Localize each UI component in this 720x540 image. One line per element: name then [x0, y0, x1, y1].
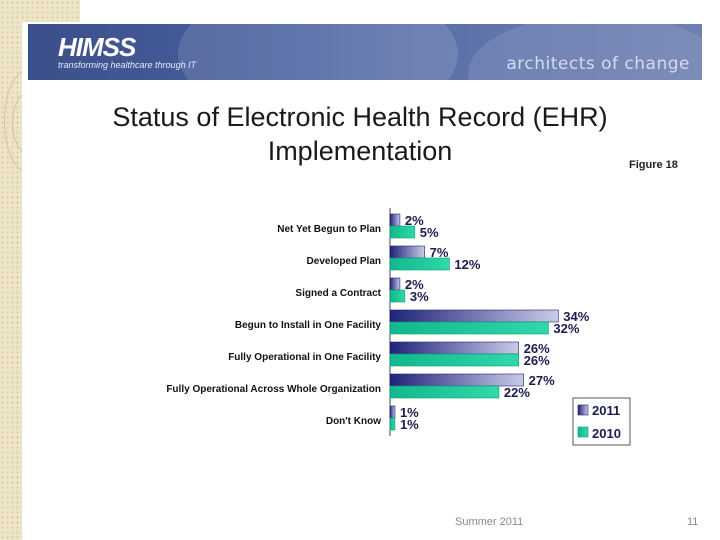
page-number: 11 — [687, 516, 699, 528]
category-label: Net Yet Begun to Plan — [277, 224, 381, 235]
bar-2010 — [389, 289, 406, 303]
slide-title: Status of Electronic Health Record (EHR)… — [112, 102, 608, 166]
bar-2010 — [389, 353, 519, 367]
data-label-2010: 3% — [410, 289, 429, 304]
bar-2011 — [389, 309, 559, 323]
bar-2011 — [389, 245, 425, 259]
bar-2010 — [389, 225, 416, 239]
data-label-2010: 5% — [420, 225, 439, 240]
data-label-2011: 2% — [405, 277, 424, 292]
data-label-2011: 7% — [430, 245, 449, 260]
data-label-2011: 27% — [529, 373, 555, 388]
category-label: Developed Plan — [307, 256, 381, 267]
bar-2011 — [389, 213, 401, 227]
category-label: Fully Operational in One Facility — [228, 352, 381, 363]
legend-swatch-2010 — [577, 426, 589, 438]
data-label-2010: 1% — [400, 417, 419, 432]
banner-slogan: architects of change — [506, 54, 690, 74]
bar-2010 — [389, 385, 500, 399]
data-label-2010: 32% — [553, 321, 579, 336]
legend-swatch-2011 — [577, 404, 589, 416]
logo-tagline: transforming healthcare through IT — [58, 60, 197, 70]
category-label: Signed a Contract — [295, 288, 381, 299]
bar-2011 — [389, 341, 519, 355]
figure-label: Figure 18 — [629, 159, 678, 171]
footer-text: Summer 2011 — [455, 516, 524, 528]
data-label-2011: 2% — [405, 213, 424, 228]
bar-2011 — [389, 405, 396, 419]
header-banner — [28, 24, 702, 80]
bar-2011 — [389, 277, 401, 291]
data-label-2010: 26% — [524, 353, 550, 368]
data-label-2010: 22% — [504, 385, 530, 400]
data-label-2011: 26% — [524, 341, 550, 356]
data-label-2011: 1% — [400, 405, 419, 420]
category-label: Don't Know — [326, 416, 381, 427]
category-label: Fully Operational Across Whole Organizat… — [166, 384, 381, 395]
legend-label-2011: 2011 — [592, 403, 620, 418]
category-label: Begun to Install in One Facility — [235, 320, 382, 331]
data-label-2010: 12% — [454, 257, 480, 272]
bar-2010 — [389, 321, 549, 335]
legend-label-2010: 2010 — [592, 426, 621, 441]
data-label-2011: 34% — [563, 309, 589, 324]
himss-logo: HIMSS — [58, 32, 136, 62]
bar-2010 — [389, 417, 396, 431]
bar-2010 — [389, 257, 450, 271]
